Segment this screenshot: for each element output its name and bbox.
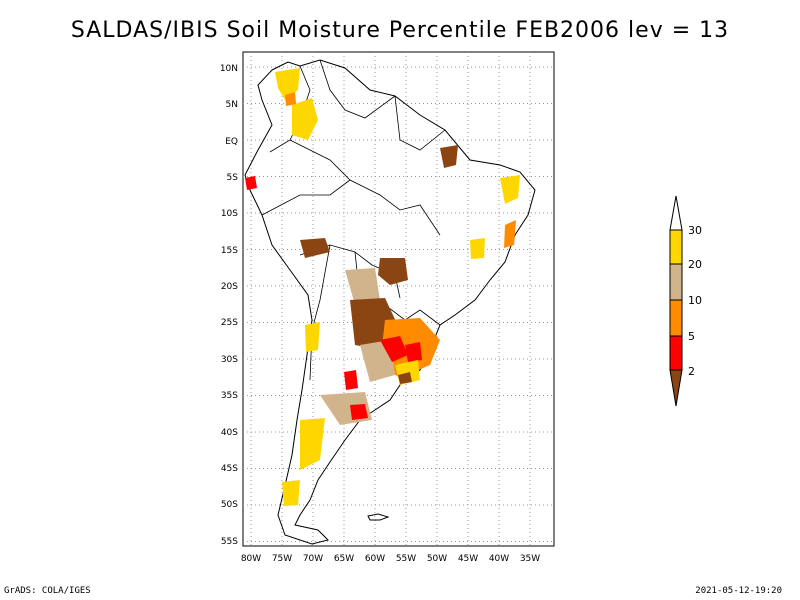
map-title: SALDAS/IBIS Soil Moisture Percentile FEB… <box>70 18 730 43</box>
colorbar-label: 20 <box>688 258 702 271</box>
south-america-coastline <box>244 59 536 545</box>
lon-label: 40W <box>489 554 509 564</box>
lat-label: 10N <box>220 64 238 74</box>
lon-label: 45W <box>458 554 478 564</box>
lat-label: 45S <box>221 464 238 474</box>
colorbar-label: 10 <box>688 294 702 307</box>
lon-label: 80W <box>241 554 261 564</box>
colorbar-cap-top <box>669 195 683 231</box>
lon-label: 55W <box>396 554 416 564</box>
lon-label: 60W <box>365 554 385 564</box>
colorbar-segment-5-10 <box>669 299 683 337</box>
lat-label: 35S <box>221 391 238 401</box>
lat-label: 40S <box>221 428 238 438</box>
lat-label: 20S <box>221 282 238 292</box>
longitude-tick-labels: 80W 75W 70W 65W 60W 55W 50W 45W 40W 35W <box>241 554 540 564</box>
lon-label: 75W <box>272 554 292 564</box>
lat-label: 10S <box>221 209 238 219</box>
lon-label: 50W <box>427 554 447 564</box>
lon-label: 65W <box>334 554 354 564</box>
latitude-tick-labels: 10N 5N EQ 5S 10S 15S 20S 25S 30S 35S 40S… <box>220 64 238 547</box>
lat-label: EQ <box>225 137 238 147</box>
lat-label: 5N <box>226 100 238 110</box>
colorbar-segment-20-30 <box>669 229 683 265</box>
colorbar-label: 2 <box>688 365 695 378</box>
lat-label: 15S <box>221 246 238 256</box>
footer-credit: GrADS: COLA/IGES <box>4 586 91 596</box>
lon-label: 35W <box>520 554 540 564</box>
percentile-patches <box>245 68 520 506</box>
footer-timestamp: 2021-05-12-19:20 <box>695 586 782 596</box>
lon-label: 70W <box>303 554 323 564</box>
colorbar-label: 30 <box>688 224 702 237</box>
colorbar-cap-bottom <box>669 369 683 407</box>
colorbar-segment-2-5 <box>669 335 683 371</box>
lat-label: 55S <box>221 537 238 547</box>
colorbar: 30 20 10 5 2 <box>669 195 702 407</box>
lat-label: 5S <box>227 173 239 183</box>
lat-label: 25S <box>221 318 238 328</box>
lat-label: 30S <box>221 355 238 365</box>
colorbar-label: 5 <box>688 330 695 343</box>
colorbar-segment-10-20 <box>669 263 683 301</box>
falklands-outline <box>367 513 390 521</box>
lat-label: 50S <box>221 500 238 510</box>
